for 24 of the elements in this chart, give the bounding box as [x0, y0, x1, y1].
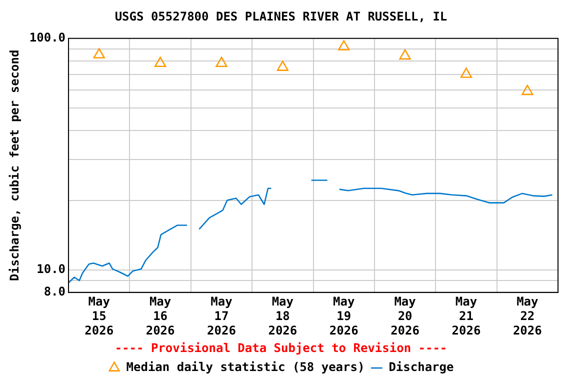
y-tick-label: 10.0 — [36, 262, 66, 276]
legend-label: Discharge — [388, 360, 454, 374]
x-tick-label: May 21 2026 — [452, 294, 481, 338]
point — [216, 56, 228, 68]
x-tick-label: May 20 2026 — [390, 294, 420, 338]
point — [460, 68, 472, 78]
point — [276, 60, 289, 71]
y-tick-label: 8.0 — [44, 284, 66, 299]
y-tick-label: 100.0 — [29, 30, 66, 45]
y-axis-title: Discharge, cubic feet per second — [7, 50, 22, 281]
x-tick-label: May 18 2026 — [268, 294, 298, 338]
x-tick-label: May 15 2026 — [84, 294, 114, 338]
point — [399, 49, 411, 60]
chart-title: USGS 05527800 DES PLAINES RIVER AT RUSSELL, IL — [114, 9, 448, 24]
text: ---- Provisional Data Subject to Revision ---- — [114, 340, 448, 355]
x-tick-label: May 16 2026 — [146, 294, 175, 338]
point — [154, 56, 166, 68]
point — [338, 40, 350, 50]
x-tick-label: May 22 2026 — [512, 294, 542, 338]
legend-label: Median daily statistic (58 years) — [126, 360, 365, 374]
x-tick-label: May 19 2026 — [329, 294, 358, 338]
x-tick-label: May 17 2026 — [207, 294, 236, 338]
point — [522, 84, 534, 96]
point — [93, 48, 105, 58]
